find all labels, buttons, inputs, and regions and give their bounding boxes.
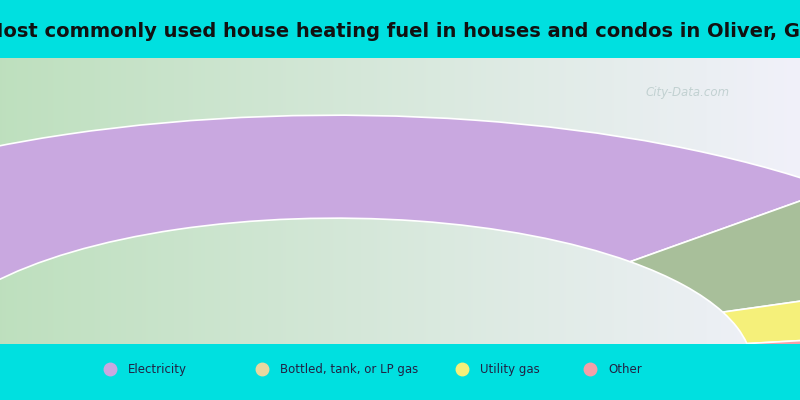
Text: Bottled, tank, or LP gas: Bottled, tank, or LP gas — [280, 363, 418, 376]
Wedge shape — [0, 115, 800, 367]
Text: Electricity: Electricity — [128, 363, 187, 376]
Text: Most commonly used house heating fuel in houses and condos in Oliver, GA: Most commonly used house heating fuel in… — [0, 22, 800, 41]
Text: Other: Other — [608, 363, 642, 376]
Wedge shape — [630, 189, 800, 312]
Wedge shape — [722, 274, 800, 344]
Wedge shape — [747, 328, 800, 367]
Text: City-Data.com: City-Data.com — [646, 86, 730, 99]
Text: Utility gas: Utility gas — [480, 363, 540, 376]
